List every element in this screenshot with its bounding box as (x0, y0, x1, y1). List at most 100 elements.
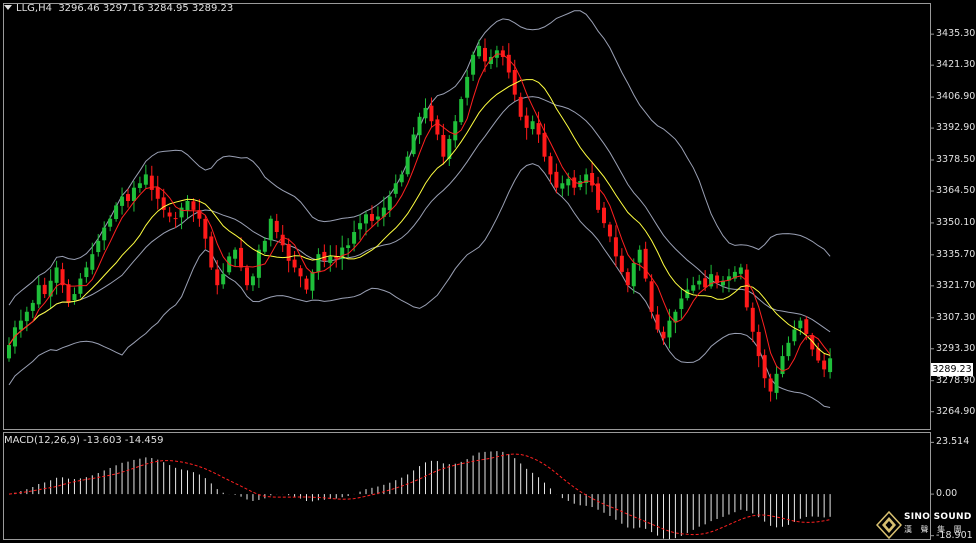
candlestick (411, 127, 416, 157)
candlestick (500, 45, 505, 66)
candle-body (566, 178, 571, 186)
candlestick (42, 277, 47, 299)
candle-body (120, 196, 125, 206)
candlestick (381, 196, 386, 227)
candle-body (697, 280, 702, 285)
candle-body (709, 274, 714, 287)
candle-body (435, 119, 440, 135)
candle-body (554, 171, 559, 188)
candlestick (721, 275, 725, 293)
y-axis-tick-label: 3378.50 (936, 153, 976, 165)
candlestick (108, 215, 113, 232)
macd-values: -13.603 -14.459 (83, 435, 164, 446)
candle-body (667, 320, 672, 338)
candlestick (768, 373, 773, 402)
candlestick (709, 264, 714, 289)
candlestick (18, 309, 23, 338)
candle-body (393, 183, 398, 194)
candle-body (631, 263, 636, 287)
candlestick (197, 199, 202, 227)
candlestick (756, 324, 761, 368)
candle-body (292, 259, 297, 268)
candlestick (697, 274, 702, 290)
candlestick (447, 135, 452, 167)
candlestick (477, 39, 482, 59)
moving-average-red (8, 53, 831, 372)
candlestick (286, 238, 291, 273)
candlestick (506, 43, 511, 79)
candlestick (405, 151, 410, 177)
candle-body (137, 183, 142, 188)
candle-body (607, 224, 612, 237)
candle-body (108, 218, 113, 227)
candle-body (536, 123, 541, 135)
candlestick (715, 272, 720, 289)
y-axis-tick-label: 3335.70 (936, 248, 976, 260)
candle-body (447, 138, 452, 159)
triangle-down-icon[interactable] (4, 5, 12, 10)
candlestick (459, 96, 464, 125)
candlestick (631, 258, 636, 294)
candle-body (7, 345, 11, 359)
candle-body (786, 342, 791, 357)
candle-body (179, 207, 184, 218)
candle-body (810, 335, 815, 350)
candle-body (191, 201, 196, 210)
candle-body (500, 50, 505, 57)
candle-body (738, 267, 743, 274)
candlestick (304, 275, 309, 294)
candle-body (506, 54, 511, 73)
candlestick (661, 326, 666, 345)
candlestick (48, 269, 53, 309)
candle-body (304, 278, 309, 290)
candle-body (42, 284, 47, 295)
candlestick (596, 176, 601, 213)
candlestick (36, 276, 41, 309)
candlestick (602, 202, 606, 228)
candle-body (721, 280, 725, 286)
candlestick (185, 195, 190, 219)
candlestick (369, 205, 374, 228)
candlestick (673, 309, 678, 334)
candle-body (804, 319, 809, 334)
candlestick (792, 320, 797, 346)
candlestick (221, 263, 226, 289)
candle-body (619, 255, 624, 272)
candle-body (36, 285, 41, 305)
candlestick (340, 235, 345, 270)
candle-body (161, 197, 166, 210)
candle-body (387, 196, 392, 211)
candle-body (66, 284, 71, 303)
candle-body (750, 307, 755, 332)
candle-body (72, 294, 77, 301)
candlestick (590, 161, 595, 193)
candle-body (197, 210, 202, 219)
candlestick (66, 279, 71, 307)
logo-name: SINO SOUND (904, 512, 972, 522)
candle-body (792, 329, 797, 342)
candlestick (60, 262, 65, 293)
candle-body (822, 360, 827, 370)
candle-body (96, 240, 101, 253)
diamond-logo-icon (876, 511, 902, 539)
candle-body (649, 281, 654, 312)
candlestick (685, 278, 690, 301)
candle-body (560, 183, 565, 189)
sino-sound-logo: SINO SOUND 漢 聲 集 團 (876, 511, 974, 541)
candlestick (393, 174, 398, 198)
candlestick (161, 188, 166, 218)
candlestick (483, 38, 487, 73)
candlestick (738, 263, 743, 280)
candlestick (465, 70, 470, 106)
candlestick (643, 241, 648, 282)
candlestick (173, 211, 178, 228)
candlestick (625, 268, 630, 293)
y-axis-tick-label: 3264.90 (936, 405, 976, 417)
candle-body (673, 311, 678, 323)
candlestick (518, 92, 523, 121)
candle-body (143, 174, 148, 185)
candle-body (453, 121, 458, 141)
candle-body (405, 156, 410, 175)
